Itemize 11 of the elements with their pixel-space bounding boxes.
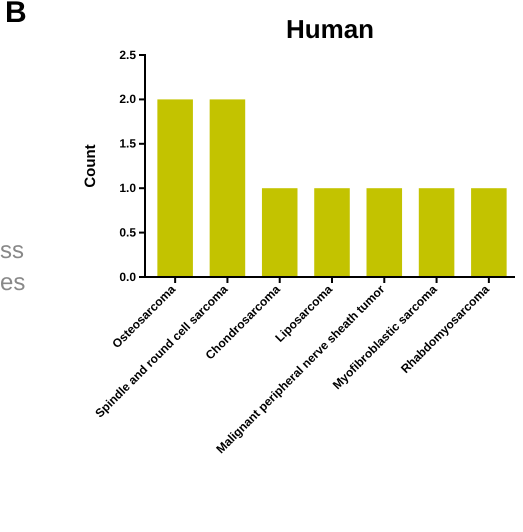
text: es (0, 269, 26, 296)
y-tick-label: 0.5 (119, 225, 136, 240)
chart-title: Human (286, 14, 374, 44)
y-tick-label: 2.0 (119, 92, 136, 106)
y-tick-label: 0.0 (119, 270, 136, 284)
y-tick-label: 1.0 (119, 181, 136, 196)
y-tick-label: 2.5 (119, 48, 136, 62)
text: B (5, 0, 27, 29)
y-tick-label: 1.5 (119, 136, 136, 151)
y-axis-title: Count (82, 144, 99, 188)
text: ss (0, 237, 24, 264)
